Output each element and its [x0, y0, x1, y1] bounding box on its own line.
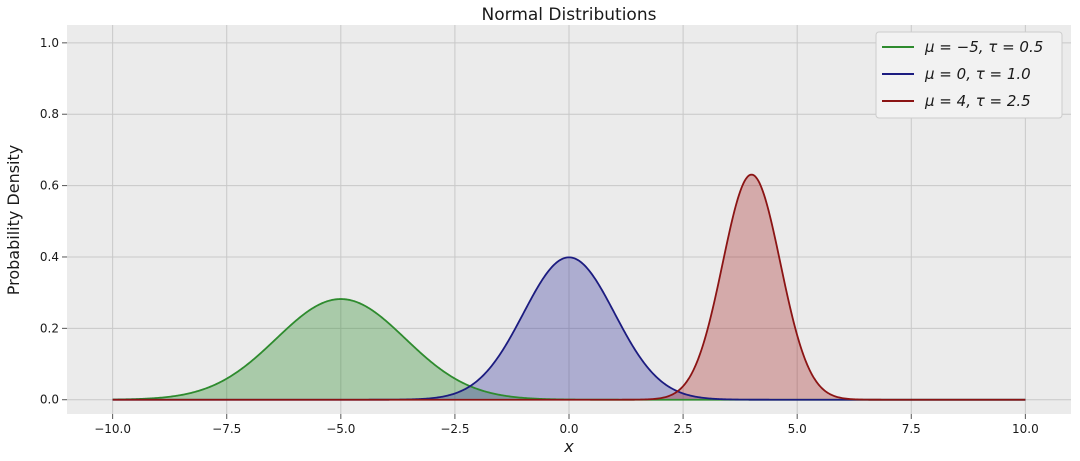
- series-lines: [112, 173, 1026, 401]
- y-tick-label: 0.0: [40, 393, 59, 407]
- area-series-3: [112, 174, 1026, 400]
- x-axis-ticks: −10.0 −7.5 −5.0 −2.5 0.0 2.5 5.0 7.5 10.0: [94, 414, 1039, 436]
- x-tick-label: −10.0: [94, 422, 131, 436]
- area-series-1: [112, 299, 1026, 400]
- legend: μ = −5, τ = 0.5μ = 0, τ = 1.0μ = 4, τ = …: [875, 31, 1063, 119]
- y-tick-label: 0.6: [40, 179, 59, 193]
- y-tick-label: 1.0: [40, 36, 59, 50]
- legend-tau-1: τ = 0.5: [988, 38, 1043, 56]
- legend-mu-1: μ = −5,: [924, 38, 988, 56]
- y-tick-label: 0.2: [40, 321, 59, 335]
- area-series-2: [112, 257, 1026, 400]
- area-fills: [112, 174, 1026, 400]
- x-tick-label: −5.0: [326, 422, 355, 436]
- legend-tau-2: τ = 1.0: [976, 65, 1031, 83]
- line-series-3: [112, 173, 1026, 401]
- legend-box: [875, 31, 1063, 119]
- x-tick-label: −2.5: [440, 422, 469, 436]
- legend-tau-3: τ = 2.5: [976, 92, 1031, 110]
- legend-mu-2: μ = 0,: [924, 65, 976, 83]
- x-axis-label: x: [563, 437, 574, 456]
- x-tick-label: 10.0: [1012, 422, 1039, 436]
- y-tick-label: 0.4: [40, 250, 59, 264]
- legend-label-1: μ = −5, τ = 0.5: [924, 38, 1043, 56]
- x-tick-label: 7.5: [902, 422, 921, 436]
- x-tick-label: −7.5: [212, 422, 241, 436]
- legend-label-3: μ = 4, τ = 2.5: [924, 92, 1031, 110]
- legend-mu-3: μ = 4,: [924, 92, 976, 110]
- legend-label-2: μ = 0, τ = 1.0: [924, 65, 1031, 83]
- x-tick-label: 0.0: [559, 422, 578, 436]
- x-tick-label: 5.0: [788, 422, 807, 436]
- chart-title: Normal Distributions: [482, 5, 657, 25]
- x-tick-label: 2.5: [674, 422, 693, 436]
- y-axis-ticks: 0.0 0.2 0.4 0.6 0.8 1.0: [40, 36, 67, 407]
- y-axis-label: Probability Density: [4, 145, 23, 296]
- y-tick-label: 0.8: [40, 107, 59, 121]
